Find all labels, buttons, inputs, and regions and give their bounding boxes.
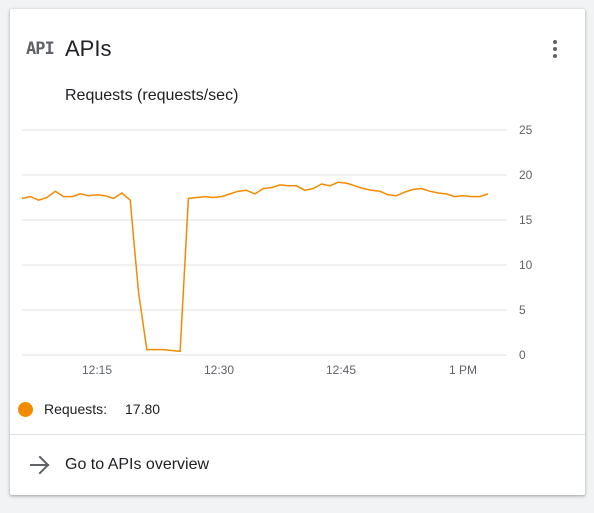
go-to-apis-overview-link[interactable]: Go to APIs overview — [10, 435, 585, 495]
y-tick-label: 10 — [519, 258, 533, 272]
x-tick-label: 12:45 — [326, 363, 356, 377]
chart-title: Requests (requests/sec) — [65, 87, 239, 104]
divider — [10, 434, 585, 435]
x-tick-label: 1 PM — [449, 363, 477, 377]
requests-chart: 12:15 12:30 12:45 1 PM 0 5 10 15 20 25 — [21, 123, 533, 377]
arrow-right-icon — [30, 455, 50, 475]
x-tick-label: 12:15 — [82, 363, 112, 377]
card-title: APIs — [65, 36, 112, 61]
legend-value: 17.80 — [125, 401, 161, 417]
apis-card: API APIs Requests (requests/sec) 12:15 12… — [10, 9, 585, 495]
footer-link-label: Go to APIs overview — [65, 456, 210, 473]
legend-label: Requests: — [44, 401, 108, 417]
y-tick-label: 25 — [519, 123, 533, 137]
more-vert-icon[interactable] — [545, 37, 565, 63]
y-tick-label: 15 — [519, 213, 533, 227]
api-icon: API — [26, 39, 55, 59]
legend-swatch — [18, 402, 33, 417]
y-tick-label: 0 — [519, 348, 526, 362]
series-line-requests — [21, 181, 489, 353]
y-tick-label: 20 — [519, 168, 533, 182]
card-header: API APIs — [10, 9, 585, 89]
y-tick-label: 5 — [519, 303, 526, 317]
x-tick-label: 12:30 — [204, 363, 234, 377]
